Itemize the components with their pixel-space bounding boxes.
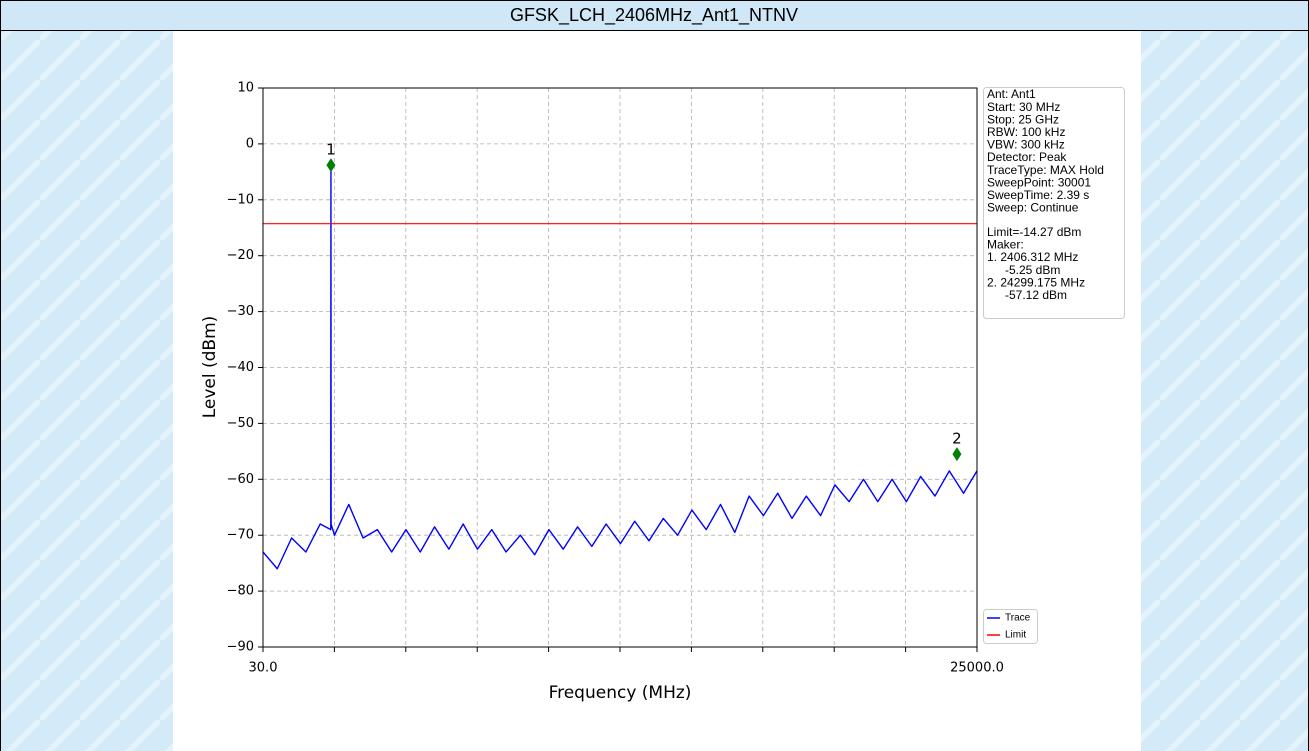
info-text: SweepTime: 2.39 s bbox=[987, 188, 1089, 202]
marker bbox=[326, 158, 336, 173]
y-tick-label: −70 bbox=[227, 528, 254, 543]
y-tick-label: 10 bbox=[237, 81, 254, 96]
title-bar bbox=[0, 0, 1309, 31]
y-tick-label: −60 bbox=[227, 472, 254, 487]
info-text: Maker: bbox=[987, 238, 1024, 252]
y-axis-label: Level (dBm) bbox=[200, 316, 220, 419]
info-text: Detector: Peak bbox=[987, 150, 1067, 164]
info-text: Sweep: Continue bbox=[987, 201, 1079, 215]
marker bbox=[952, 447, 962, 462]
chart-title: GFSK_LCH_2406MHz_Ant1_NTNV bbox=[510, 5, 798, 26]
y-tick-label: −90 bbox=[227, 640, 254, 655]
x-tick-label: 30.0 bbox=[249, 661, 278, 676]
info-text: Limit=-14.27 dBm bbox=[987, 225, 1081, 239]
y-tick-label: −30 bbox=[227, 304, 254, 319]
plot-border bbox=[262, 87, 978, 648]
info-text: TraceType: MAX Hold bbox=[987, 163, 1104, 177]
y-tick-label: −80 bbox=[227, 584, 254, 599]
info-text: 2. 24299.175 MHz bbox=[987, 275, 1085, 289]
info-text: Stop: 25 GHz bbox=[987, 112, 1059, 126]
info-text: 1. 2406.312 MHz bbox=[987, 250, 1078, 264]
marker-label: 1 bbox=[326, 141, 336, 159]
x-tick-label: 25000.0 bbox=[950, 661, 1004, 676]
info-text: Ant: Ant1 bbox=[987, 87, 1036, 101]
legend-label: Limit bbox=[1005, 630, 1026, 641]
y-tick-label: −20 bbox=[227, 248, 254, 263]
legend-label: Trace bbox=[1005, 613, 1031, 624]
y-tick-label: −40 bbox=[227, 360, 254, 375]
info-text: SweepPoint: 30001 bbox=[987, 175, 1091, 189]
info-text: -57.12 dBm bbox=[1005, 288, 1067, 302]
info-text: RBW: 100 kHz bbox=[987, 125, 1065, 139]
info-text: VBW: 300 kHz bbox=[987, 138, 1065, 152]
info-text: Start: 30 MHz bbox=[987, 100, 1060, 114]
trace-line bbox=[262, 164, 978, 570]
y-tick-label: 0 bbox=[246, 136, 254, 151]
marker-label: 2 bbox=[952, 430, 962, 448]
y-tick-label: −50 bbox=[227, 416, 254, 431]
x-axis-label: Frequency (MHz) bbox=[549, 683, 692, 703]
info-box bbox=[983, 87, 1125, 319]
info-text: -5.25 dBm bbox=[1005, 263, 1060, 277]
y-tick-label: −10 bbox=[227, 192, 254, 207]
